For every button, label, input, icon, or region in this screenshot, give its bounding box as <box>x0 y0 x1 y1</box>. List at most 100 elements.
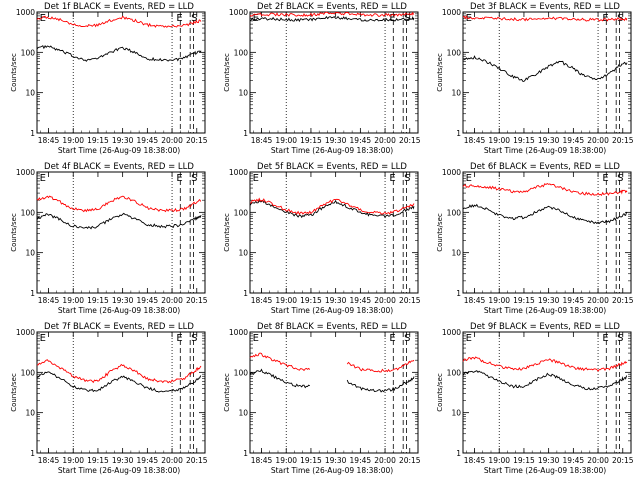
x-axis-label: Start Time (26-Aug-09 18:38:00) <box>271 146 393 155</box>
panel-title: Det 6f BLACK = Events, RED = LLD <box>470 162 620 172</box>
x-tick-label: 20:15 <box>612 296 634 305</box>
x-tick-label: 18:45 <box>464 296 486 305</box>
event-marker-label: S <box>404 333 410 344</box>
event-marker-label: E <box>253 173 259 184</box>
y-tick-label: 10 <box>25 409 35 418</box>
x-axis-label: Start Time (26-Aug-09 18:38:00) <box>484 306 606 315</box>
lld-series-line <box>462 182 628 197</box>
y-tick-label: 1 <box>456 129 461 138</box>
x-tick-label: 20:00 <box>374 296 396 305</box>
events-series-line <box>462 203 628 225</box>
panel-title: Det 4f BLACK = Events, RED = LLD <box>44 162 194 172</box>
x-tick-label: 19:15 <box>513 136 535 145</box>
x-tick-label: 18:45 <box>38 456 60 465</box>
events-series-line <box>249 368 415 393</box>
plot-frame <box>36 331 206 454</box>
panel-det-8f: Det 8f BLACK = Events, RED = LLD 1 10 100 10… <box>223 322 421 475</box>
panel-det-1f: Det 1f BLACK = Events, RED = LLD 1 10 100 10… <box>10 2 208 155</box>
y-tick-label: 1000 <box>229 8 248 17</box>
panel-det-3f: Det 3f BLACK = Events, RED = LLD 1 10 100 10… <box>436 2 634 155</box>
lld-series-line <box>462 15 628 22</box>
y-tick-label: 1 <box>243 449 248 458</box>
event-marker-label: S <box>617 13 623 24</box>
x-axis-label: Start Time (26-Aug-09 18:38:00) <box>58 466 180 475</box>
panel-title: Det 7f BLACK = Events, RED = LLD <box>44 322 194 332</box>
y-tick-label: 1000 <box>229 168 248 177</box>
x-tick-label: 20:15 <box>612 456 634 465</box>
event-marker-label: S <box>617 173 623 184</box>
event-marker-label: E <box>466 173 472 184</box>
x-tick-label: 19:15 <box>513 456 535 465</box>
y-tick-label: 1 <box>243 129 248 138</box>
y-tick-label: 1 <box>30 449 35 458</box>
x-tick-label: 19:45 <box>350 456 372 465</box>
x-tick-label: 19:45 <box>350 296 372 305</box>
x-tick-label: 18:45 <box>38 296 60 305</box>
events-series-line <box>36 44 202 62</box>
y-tick-label: 100 <box>447 368 462 377</box>
events-series-line <box>249 15 415 23</box>
lld-series-line <box>36 195 201 213</box>
panel-det-9f: Det 9f BLACK = Events, RED = LLD 1 10 100 10… <box>436 322 634 475</box>
event-marker-label: S <box>404 173 410 184</box>
x-tick-label: 19:45 <box>137 136 159 145</box>
events-series-line <box>249 199 415 219</box>
x-tick-label: 20:15 <box>186 296 208 305</box>
y-tick-label: 10 <box>451 89 461 98</box>
x-tick-label: 20:15 <box>612 136 634 145</box>
event-marker-label: E <box>389 173 395 184</box>
y-tick-label: 1000 <box>16 328 35 337</box>
x-tick-label: 19:30 <box>112 456 134 465</box>
panel-det-2f: Det 2f BLACK = Events, RED = LLD 1 10 100 10… <box>223 2 421 155</box>
x-tick-label: 19:30 <box>538 456 560 465</box>
event-marker-label: S <box>191 333 197 344</box>
x-tick-label: 18:45 <box>464 456 486 465</box>
x-tick-label: 19:00 <box>62 296 84 305</box>
x-tick-label: 18:45 <box>251 136 273 145</box>
event-marker-label: E <box>602 333 608 344</box>
x-axis-label: Start Time (26-Aug-09 18:38:00) <box>484 466 606 475</box>
panel-title: Det 1f BLACK = Events, RED = LLD <box>44 2 194 12</box>
x-tick-label: 18:45 <box>251 296 273 305</box>
plot-frame <box>249 331 419 454</box>
lld-series-line <box>249 197 415 216</box>
y-axis-label: Counts/sec <box>223 373 231 412</box>
y-tick-label: 10 <box>25 89 35 98</box>
panel-det-7f: Det 7f BLACK = Events, RED = LLD 1 10 100 10… <box>10 322 208 475</box>
x-tick-label: 19:15 <box>87 296 109 305</box>
x-axis-label: Start Time (26-Aug-09 18:38:00) <box>58 306 180 315</box>
event-marker-label: E <box>602 173 608 184</box>
x-tick-label: 19:30 <box>112 136 134 145</box>
x-tick-label: 19:00 <box>62 456 84 465</box>
event-marker-label: E <box>176 173 182 184</box>
events-series-line <box>36 212 202 230</box>
x-tick-label: 20:00 <box>587 136 609 145</box>
plot-frame <box>462 11 632 134</box>
plot-frame <box>36 11 206 134</box>
y-tick-label: 1 <box>456 289 461 298</box>
x-tick-label: 18:45 <box>464 136 486 145</box>
y-axis-label: Counts/sec <box>436 373 444 412</box>
panel-det-6f: Det 6f BLACK = Events, RED = LLD 1 10 100 10… <box>436 162 634 315</box>
x-tick-label: 19:00 <box>488 136 510 145</box>
panel-title: Det 8f BLACK = Events, RED = LLD <box>257 322 407 332</box>
y-tick-label: 100 <box>234 48 249 57</box>
event-marker-label: E <box>40 13 46 24</box>
y-tick-label: 10 <box>238 89 248 98</box>
y-tick-label: 100 <box>21 368 36 377</box>
x-tick-label: 20:00 <box>374 456 396 465</box>
y-tick-label: 100 <box>447 208 462 217</box>
y-tick-label: 100 <box>21 48 36 57</box>
x-tick-label: 20:00 <box>587 296 609 305</box>
plot-frame <box>36 171 206 294</box>
x-tick-label: 18:45 <box>38 136 60 145</box>
x-tick-label: 20:15 <box>186 456 208 465</box>
event-marker-label: E <box>176 333 182 344</box>
event-marker-label: E <box>389 13 395 24</box>
y-tick-label: 10 <box>25 249 35 258</box>
panel-title: Det 3f BLACK = Events, RED = LLD <box>470 2 620 12</box>
panel-title: Det 9f BLACK = Events, RED = LLD <box>470 322 620 332</box>
x-tick-label: 19:00 <box>62 136 84 145</box>
y-tick-label: 1 <box>30 289 35 298</box>
event-marker-label: E <box>40 333 46 344</box>
